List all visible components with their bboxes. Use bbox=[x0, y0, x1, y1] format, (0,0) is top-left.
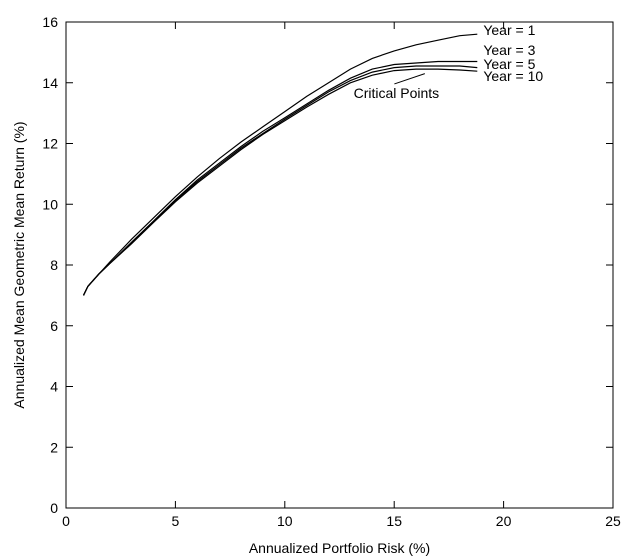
series-label: Year = 3 bbox=[483, 42, 535, 58]
x-tick-label: 5 bbox=[172, 513, 180, 529]
y-tick-label: 10 bbox=[42, 196, 58, 212]
x-axis-label: Annualized Portfolio Risk (%) bbox=[249, 540, 430, 556]
plot-frame bbox=[65, 21, 614, 509]
y-tick-label: 6 bbox=[50, 318, 58, 334]
y-tick-label: 16 bbox=[42, 14, 58, 30]
annotations: Critical Points bbox=[354, 73, 440, 101]
x-tick-label: 0 bbox=[62, 513, 70, 529]
axis-ticks: 0 5 10 15 20 25 0 2 4 6 8 10 12 14 16 bbox=[42, 14, 621, 529]
y-tick-label: 12 bbox=[42, 136, 58, 152]
series-lines bbox=[82, 33, 478, 296]
y-tick-label: 8 bbox=[50, 257, 58, 273]
series-line bbox=[82, 68, 478, 296]
series-label: Year = 5 bbox=[483, 56, 535, 72]
annotation-pointer bbox=[394, 73, 425, 85]
y-axis-label: Annualized Mean Geometric Mean Return (%… bbox=[11, 121, 27, 408]
y-tick-label: 14 bbox=[42, 75, 58, 91]
y-tick-label: 2 bbox=[50, 439, 58, 455]
y-tick-label: 4 bbox=[50, 379, 58, 395]
x-tick-label: 10 bbox=[277, 513, 293, 529]
series-label: Year = 1 bbox=[483, 22, 535, 38]
x-tick-label: 25 bbox=[605, 513, 621, 529]
series-label: Year = 10 bbox=[483, 68, 543, 84]
x-tick-label: 15 bbox=[386, 513, 402, 529]
y-tick-label: 0 bbox=[50, 500, 58, 516]
x-tick-label: 20 bbox=[496, 513, 512, 529]
annotation-text: Critical Points bbox=[354, 85, 440, 101]
series-line bbox=[82, 33, 478, 296]
